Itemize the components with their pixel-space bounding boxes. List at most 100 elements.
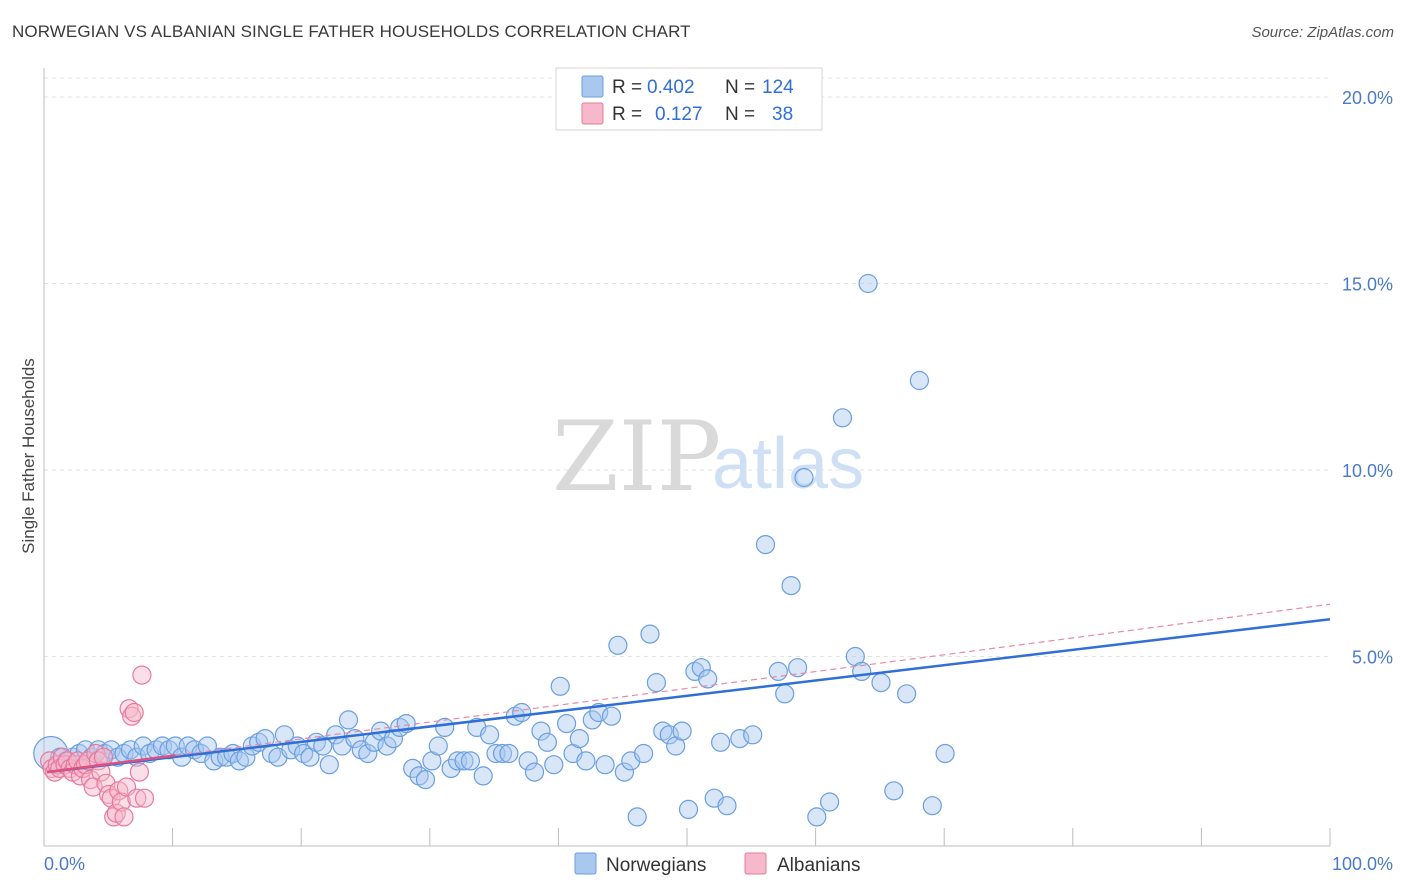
norwegians-point <box>473 766 493 786</box>
norwegians-point <box>531 721 551 741</box>
legend-n-label: N = <box>725 77 755 98</box>
norwegians-point <box>710 732 731 752</box>
albanians-point <box>119 699 139 719</box>
norwegians-point <box>832 408 853 428</box>
legend-swatch-norwegians <box>581 75 604 98</box>
norwegians-point <box>576 751 596 771</box>
norwegians-point <box>755 534 776 555</box>
norwegians-point <box>743 725 763 745</box>
norwegians-point <box>819 792 840 812</box>
norwegians-point <box>884 781 904 801</box>
norwegians-point <box>794 467 814 488</box>
norwegians-point <box>454 751 474 771</box>
albanians-point <box>134 788 155 808</box>
legend-r-label: R = <box>612 77 642 98</box>
albanians-point <box>124 702 144 723</box>
norwegians-trend-line <box>46 617 1331 774</box>
norwegians-point <box>518 751 538 771</box>
norwegians-point <box>672 721 692 741</box>
norwegians-point <box>781 575 801 596</box>
norwegians-point <box>428 736 448 756</box>
albanians-point <box>114 807 134 827</box>
legend-n-value: 124 <box>762 77 794 98</box>
legend-swatch-albanians <box>581 102 604 125</box>
norwegians-point <box>403 758 423 779</box>
legend-n-value: 38 <box>772 104 793 125</box>
y-tick-label: 15.0% <box>1342 275 1393 295</box>
x-tick-label-max: 100.0% <box>1332 854 1393 874</box>
data-points <box>33 273 955 827</box>
norwegians-point <box>480 725 500 745</box>
norwegians-point <box>595 755 615 775</box>
norwegians-point <box>678 799 699 820</box>
norwegians-point <box>524 762 545 782</box>
chart-title: NORWEGIAN VS ALBANIAN SINGLE FATHER HOUS… <box>12 22 691 41</box>
albanians-point <box>129 762 149 782</box>
norwegians-point <box>569 728 590 749</box>
legend-r-value: 0.402 <box>647 77 695 98</box>
x-tick-label-min: 0.0% <box>44 854 85 874</box>
norwegians-point <box>544 755 564 775</box>
norwegians-point <box>338 710 359 730</box>
x-tick-labels: 0.0% 100.0% <box>44 854 1393 874</box>
albanians-point <box>127 788 147 808</box>
trend-lines <box>46 603 1331 774</box>
stats-legend: R = 0.402 N = 124 R = 0.127 N = 38 <box>555 67 823 131</box>
norwegians-point <box>909 370 930 391</box>
norwegians-point <box>640 624 660 644</box>
norwegians-point <box>871 672 891 693</box>
series-legend-swatch-albanians <box>744 852 767 875</box>
norwegians-point <box>614 762 635 782</box>
axes <box>43 68 1331 847</box>
norwegians-point <box>499 743 519 764</box>
y-axis-title: Single Father Households <box>19 358 38 554</box>
norwegians-point <box>659 725 679 745</box>
norwegians-point <box>698 669 718 689</box>
norwegians-point <box>633 743 654 764</box>
y-tick-label: 10.0% <box>1342 461 1393 481</box>
y-tick-labels: 5.0% 10.0% 15.0% 20.0% <box>1342 88 1393 668</box>
norwegians-point <box>537 732 558 752</box>
norwegians-point <box>601 706 622 726</box>
y-tick-label: 20.0% <box>1342 88 1393 108</box>
series-legend-label-albanians: Albanians <box>777 855 860 876</box>
albanians-point <box>111 792 132 812</box>
norwegians-point <box>582 710 602 730</box>
legend-r-label: R = <box>612 104 642 125</box>
norwegians-point <box>608 635 628 655</box>
series-legend-label-norwegians: Norwegians <box>606 855 706 876</box>
norwegians-point <box>775 684 795 704</box>
albanians-point <box>80 769 101 790</box>
norwegians-point <box>492 743 513 764</box>
watermark-atlas: atlas <box>712 424 864 504</box>
norwegians-point <box>858 273 878 294</box>
norwegians-point <box>358 743 378 764</box>
norwegians-point <box>627 807 647 827</box>
norwegians-point <box>512 702 532 723</box>
series-legend-swatch-norwegians <box>574 852 597 875</box>
norwegians-point <box>896 684 917 704</box>
source-credit: Source: ZipAtlas.com <box>1251 24 1394 41</box>
norwegians-point <box>717 796 737 816</box>
legend-n-label: N = <box>725 104 755 125</box>
norwegians-point <box>691 658 711 678</box>
norwegians-point <box>460 751 480 771</box>
norwegians-point <box>313 736 333 756</box>
norwegians-point <box>319 755 339 775</box>
norwegians-point <box>550 676 570 696</box>
grid-lines <box>44 77 1330 657</box>
norwegians-point <box>556 713 577 734</box>
norwegians-point <box>922 796 942 816</box>
watermark: ZIP atlas <box>552 401 864 513</box>
norwegians-point <box>787 658 808 678</box>
y-tick-label: 5.0% <box>1352 648 1393 668</box>
norwegians-point <box>435 717 455 738</box>
albanians-trend-line <box>46 603 1331 773</box>
norwegians-point <box>101 740 121 760</box>
albanians-point <box>132 665 152 685</box>
norwegians-point <box>120 740 140 760</box>
legend-r-value: 0.127 <box>655 104 703 125</box>
albanians-point <box>83 777 103 797</box>
series-legend: Norwegians Albanians <box>574 852 860 876</box>
